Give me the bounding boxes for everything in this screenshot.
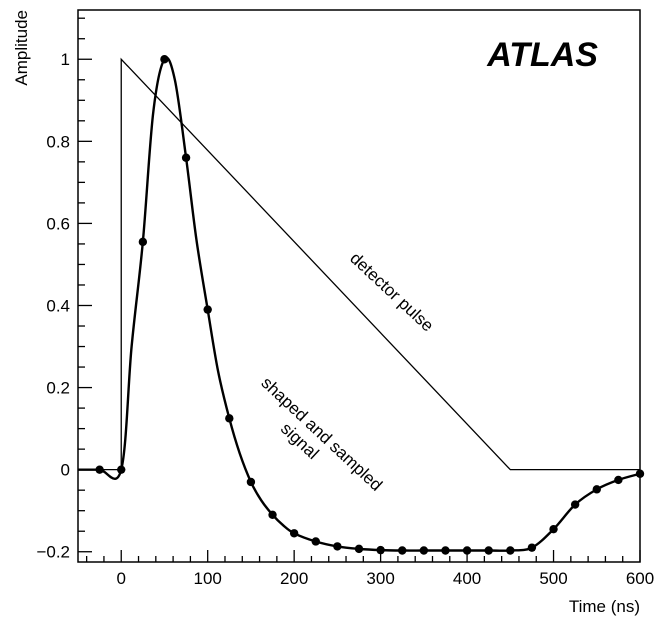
sample-point: [246, 477, 256, 487]
x-axis: 0 100 200 300 400 500 600: [85, 550, 654, 588]
sample-point: [138, 237, 148, 247]
sample-point: [419, 546, 429, 555]
y-tick-label: 0: [61, 461, 70, 480]
sample-point: [570, 500, 580, 509]
y-tick-label: −0.2: [36, 543, 70, 562]
x-tick-label: 400: [453, 569, 481, 588]
sample-point: [549, 524, 558, 534]
sample-point: [311, 537, 320, 546]
sample-point: [527, 543, 537, 552]
sample-point: [484, 546, 493, 555]
x-tick-label: 500: [539, 569, 567, 588]
y-tick-label: 0.8: [46, 132, 70, 151]
plot-frame: [77, 9, 641, 563]
y-axis-title: Amplitude: [12, 10, 31, 86]
x-tick-label: 200: [280, 569, 308, 588]
detector-pulse-line: [78, 57, 640, 471]
sample-point: [614, 475, 623, 485]
x-axis-title: Time (ns): [569, 597, 640, 616]
x-tick-label: 300: [366, 569, 394, 588]
shaped-signal-label-line1: shaped and sampled: [258, 373, 386, 495]
y-tick-label: 0.2: [46, 379, 70, 398]
x-tick-label: 100: [194, 569, 222, 588]
y-axis: −0.2 0 0.2 0.4 0.6 0.8 1: [36, 17, 92, 562]
y-tick-label: 0.6: [46, 214, 70, 233]
sample-point: [95, 465, 104, 474]
sample-point: [268, 510, 277, 519]
sample-point: [160, 55, 169, 64]
x-tick-label: 0: [116, 569, 125, 588]
sample-point: [333, 542, 342, 551]
detector-pulse-label: detector pulse: [346, 249, 437, 336]
sample-point: [181, 153, 191, 162]
sample-point: [354, 544, 364, 554]
sample-point: [398, 546, 407, 555]
sample-point: [203, 305, 212, 314]
x-tick-label: 600: [626, 569, 654, 588]
sample-point: [441, 546, 450, 555]
sample-point: [289, 529, 299, 538]
y-tick-label: 1: [61, 50, 70, 69]
sample-point: [592, 485, 601, 494]
sample-point: [117, 465, 126, 474]
sample-point: [506, 546, 515, 555]
atlas-logo: ATLAS: [486, 36, 598, 74]
y-tick-label: 0.4: [46, 296, 70, 315]
sample-point: [225, 414, 234, 423]
